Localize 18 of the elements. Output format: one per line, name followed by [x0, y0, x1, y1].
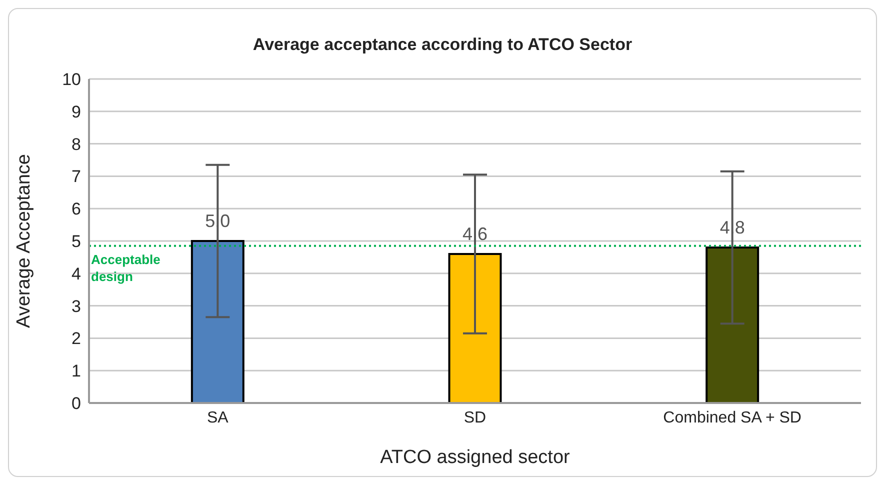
x-axis-title: ATCO assigned sector: [380, 447, 571, 468]
y-tick-label: 3: [72, 296, 81, 316]
y-tick-label: 8: [72, 134, 81, 154]
y-tick-label: 4: [72, 264, 81, 284]
y-tick-label: 6: [72, 200, 81, 219]
y-tick-label: 0: [72, 394, 81, 414]
x-tick-label: Combined SA + SD: [663, 409, 802, 426]
x-tick-label: SA: [206, 409, 229, 426]
y-tick-label: 5: [72, 232, 81, 252]
y-tick-label: 7: [72, 167, 81, 186]
y-axis-title: Average Acceptance: [14, 154, 35, 328]
ref-line-label: Acceptable design: [91, 252, 160, 284]
y-tick-label: 10: [62, 70, 81, 90]
x-tick-label: SD: [464, 409, 486, 426]
y-tick-label: 1: [72, 362, 81, 381]
y-tick-label: 2: [72, 329, 81, 348]
chart-title: Average acceptance according to ATCO Sector: [252, 35, 634, 55]
y-tick-label: 9: [72, 102, 81, 122]
